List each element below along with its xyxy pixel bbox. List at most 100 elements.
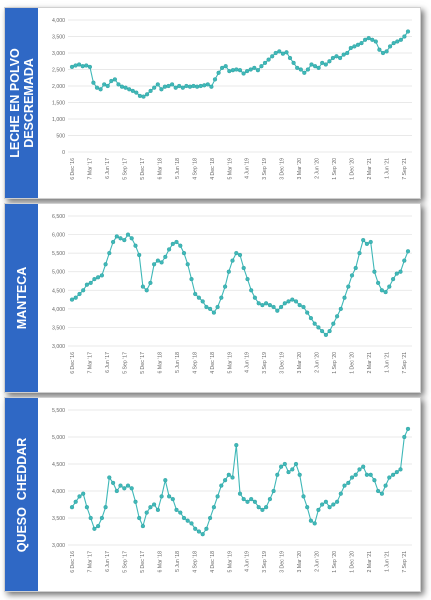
data-point <box>405 29 411 34</box>
data-point <box>181 250 187 256</box>
y-tick-label: 3,000 <box>52 344 65 350</box>
data-point <box>370 37 375 42</box>
data-point <box>245 499 250 504</box>
data-point <box>398 37 403 42</box>
x-tick-label: 2 Jun '20 <box>315 551 321 572</box>
data-point <box>107 475 112 480</box>
y-tick-label: 3,000 <box>52 543 65 549</box>
data-point <box>234 250 239 256</box>
data-point <box>301 494 306 499</box>
data-point <box>323 62 328 67</box>
data-point <box>148 280 153 285</box>
data-point <box>219 295 224 300</box>
data-point <box>275 472 280 477</box>
data-point <box>227 68 232 74</box>
x-tick-label: 3 Dec '19 <box>280 352 286 374</box>
data-point <box>267 302 272 308</box>
data-point <box>137 252 142 258</box>
data-point <box>376 488 381 494</box>
data-point <box>230 475 235 480</box>
data-point <box>173 85 178 90</box>
data-point <box>170 82 175 87</box>
data-point <box>167 247 172 252</box>
x-tick-label: 1 Sep '20 <box>332 352 338 374</box>
data-point <box>73 295 78 300</box>
x-tick-label: 1 Jun '21 <box>385 551 391 572</box>
data-point <box>391 276 396 282</box>
data-point <box>271 488 276 494</box>
data-point <box>133 243 138 248</box>
y-tick-label: 5,500 <box>52 251 65 257</box>
data-point <box>334 54 339 59</box>
data-point <box>245 68 250 74</box>
data-point <box>282 301 287 306</box>
x-tick-label: 5 Mar '19 <box>227 352 233 374</box>
x-tick-label: 3 Mar '20 <box>297 551 303 573</box>
data-point <box>94 85 100 90</box>
data-point <box>103 505 108 510</box>
series-line <box>71 233 409 336</box>
data-point <box>230 68 235 73</box>
x-tick-label: 2 Jun '20 <box>315 158 321 179</box>
data-point <box>91 80 96 85</box>
data-point <box>223 64 228 69</box>
x-tick-label: 4 Jun '19 <box>245 352 251 373</box>
data-point <box>77 494 82 499</box>
label-bar-manteca: MANTECA <box>5 204 38 392</box>
data-point <box>141 94 146 99</box>
x-tick-label: 5 Sep '17 <box>122 158 128 180</box>
data-point <box>387 475 392 480</box>
data-point <box>130 88 135 93</box>
data-point <box>279 304 284 310</box>
data-point <box>114 234 119 239</box>
data-point <box>280 51 285 56</box>
chart-title-leche: LECHE EN POLVO DESCREMADA <box>8 48 36 158</box>
data-point <box>277 49 282 54</box>
y-tick-label: 4,000 <box>52 489 65 495</box>
data-point <box>73 499 78 504</box>
data-point <box>359 40 364 46</box>
data-point <box>252 65 257 70</box>
data-point <box>110 239 116 245</box>
data-point <box>200 532 205 537</box>
data-point <box>342 483 347 488</box>
data-point <box>98 87 103 92</box>
label-bar-queso: QUESO CHEDDAR <box>5 398 38 591</box>
data-point <box>84 505 89 510</box>
data-point <box>305 505 310 510</box>
x-tick-label: 6 Mar '18 <box>157 158 163 180</box>
data-point <box>185 262 190 267</box>
data-point <box>129 486 134 491</box>
data-point <box>327 328 332 334</box>
data-point <box>202 83 207 88</box>
data-point <box>99 515 104 521</box>
data-point <box>320 328 325 334</box>
data-point <box>170 241 175 246</box>
data-point <box>223 478 228 483</box>
data-point <box>348 45 353 51</box>
data-point <box>402 434 407 440</box>
x-tick-label: 5 Mar '19 <box>227 158 233 180</box>
data-point <box>395 39 400 44</box>
series-line <box>71 428 409 535</box>
data-point <box>185 518 190 523</box>
data-point <box>187 84 193 89</box>
data-point <box>170 496 175 502</box>
data-point <box>125 232 131 237</box>
data-point <box>151 502 157 507</box>
data-point <box>387 284 392 289</box>
data-point <box>216 70 221 75</box>
y-tick-label: 0 <box>62 150 65 156</box>
data-point <box>383 289 388 295</box>
data-point <box>237 68 243 73</box>
data-point <box>155 258 160 263</box>
data-point <box>211 505 216 510</box>
data-point <box>295 65 300 70</box>
data-point <box>260 302 265 308</box>
x-tick-label: 6 Dec '16 <box>70 158 76 180</box>
data-point <box>380 50 386 56</box>
data-point <box>215 494 220 499</box>
x-tick-label: 1 Dec '20 <box>350 352 356 374</box>
y-tick-label: 1,500 <box>52 101 65 107</box>
